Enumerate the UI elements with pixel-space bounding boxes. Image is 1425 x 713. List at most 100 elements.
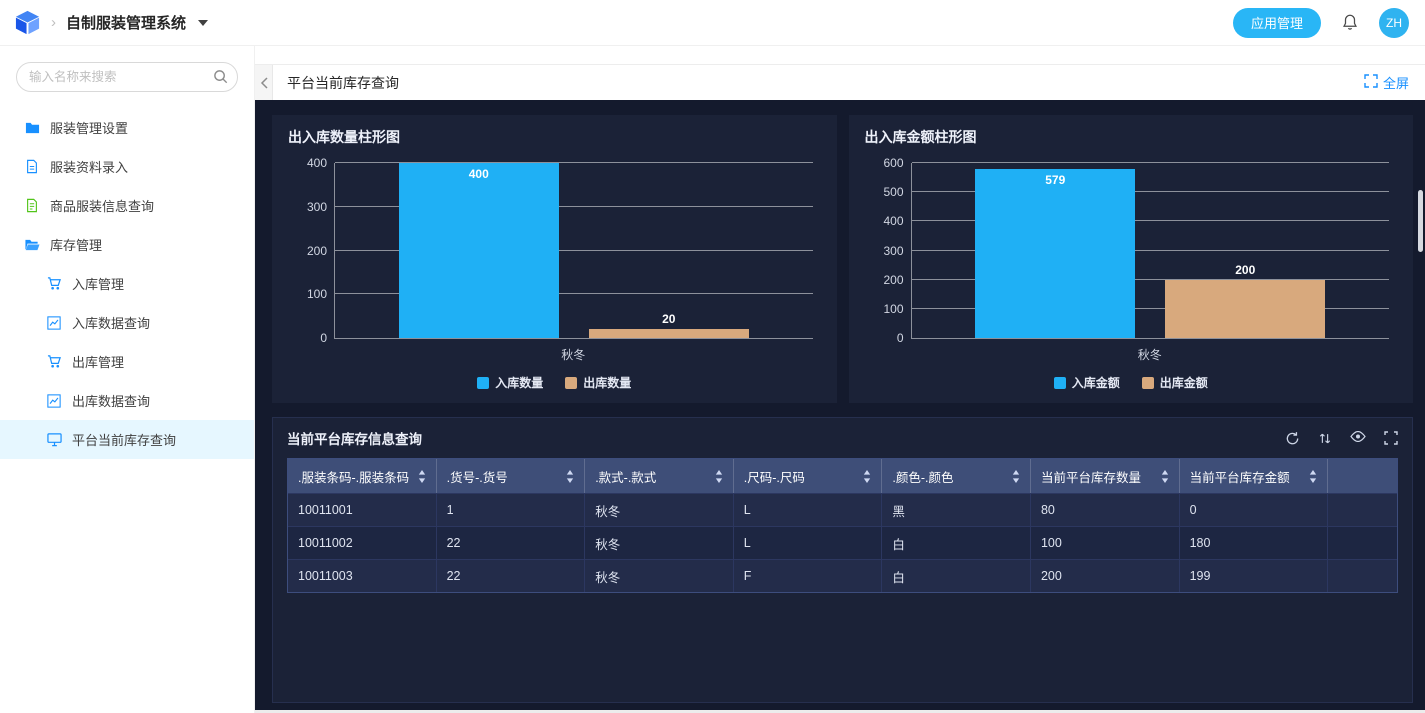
bottom-scrollbar-track [255, 710, 1425, 713]
search-input[interactable] [16, 62, 238, 92]
chart-panel: 出入库数量柱形图 0 100 200 300 400 400 20 秋冬 入库数量 出库数量 [272, 115, 837, 403]
table-cell: 1 [437, 494, 586, 526]
avatar[interactable]: ZH [1379, 7, 1409, 38]
sidebar-item[interactable]: 商品服装信息查询 [0, 186, 254, 225]
sidebar-item[interactable]: 入库管理 [0, 264, 254, 303]
y-axis-tick-label: 400 [883, 214, 904, 229]
chart-title: 出入库金额柱形图 [864, 129, 977, 145]
legend-label: 出库金额 [1159, 376, 1208, 390]
sidebar-item-label: 入库管理 [72, 277, 125, 292]
column-header[interactable]: .服装条码-.服装条码 [288, 459, 437, 493]
legend-item[interactable]: 出库数量 [565, 374, 631, 391]
table-cell: 100 [1031, 527, 1180, 559]
cart-icon [46, 276, 62, 291]
column-header[interactable]: 当前平台库存数量 [1031, 459, 1180, 493]
y-axis-tick-label: 200 [306, 243, 327, 258]
gridline [911, 307, 1389, 309]
table-panel-header: 当前平台库存信息查询 [287, 428, 1398, 448]
column-header[interactable]: .尺码-.尺码 [734, 459, 883, 493]
y-axis-tick-label: 200 [883, 272, 904, 287]
app-manage-button[interactable]: 应用管理 [1232, 7, 1321, 38]
column-header-label: .货号-.货号 [446, 470, 508, 485]
legend-item[interactable]: 出库金额 [1141, 374, 1208, 391]
bar-group: 579 200 [912, 163, 1390, 338]
sidebar-item-label: 库存管理 [50, 238, 103, 253]
table-header-row: .服装条码-.服装条码 .货号-.货号 .款式-.款式 .尺码-.尺码 .颜色-.颜色 当… [288, 459, 1397, 493]
sidebar-item[interactable]: 服装资料录入 [0, 147, 254, 186]
table-cell: 10011003 [288, 560, 437, 592]
table-cell: 秋冬 [585, 560, 734, 592]
search-icon[interactable] [213, 69, 228, 89]
y-axis-tick-label: 100 [883, 301, 904, 316]
column-header[interactable]: .货号-.货号 [437, 459, 586, 493]
table-cell: 黑 [882, 494, 1031, 526]
table-cell-filler [1328, 494, 1397, 526]
table-row[interactable]: 10011003 22 秋冬 F 白 200 199 [288, 559, 1397, 592]
caret-down-icon[interactable] [198, 19, 209, 26]
column-header[interactable]: .颜色-.颜色 [882, 459, 1031, 493]
chart-legend: 入库金额 出库金额 [865, 374, 1398, 391]
y-axis-tick-label: 500 [883, 185, 904, 200]
table-cell: 200 [1031, 560, 1180, 592]
sidebar-item-label: 服装资料录入 [50, 160, 129, 175]
bell-icon[interactable] [1341, 13, 1359, 32]
chart-title: 出入库数量柱形图 [288, 129, 400, 145]
column-sort-icon [418, 469, 426, 483]
table-cell-filler [1328, 527, 1397, 559]
app-logo-icon[interactable] [14, 9, 41, 36]
column-header[interactable]: 当前平台库存金额 [1180, 459, 1329, 493]
sidebar-item-label: 平台当前库存查询 [72, 433, 177, 448]
file-icon [24, 159, 40, 174]
sidebar-item[interactable]: 入库数据查询 [0, 303, 254, 342]
main-area: 平台当前库存查询 全屏 出入库数量柱形图 0 100 200 300 400 400 20 秋冬… [255, 46, 1425, 713]
table-row[interactable]: 10011002 22 秋冬 L 白 100 180 [288, 526, 1397, 559]
sidebar-item[interactable]: 出库数据查询 [0, 381, 254, 420]
gridline [335, 249, 813, 251]
x-axis-category-label: 秋冬 [561, 348, 586, 362]
y-axis-tick-label: 400 [306, 156, 327, 170]
page-content: 出入库数量柱形图 0 100 200 300 400 400 20 秋冬 入库数量 出库数量 出入库金… [255, 100, 1425, 713]
scrollbar-thumb[interactable] [1418, 190, 1423, 252]
eye-icon[interactable] [1350, 430, 1366, 446]
table-cell: L [734, 494, 883, 526]
gridline [335, 205, 813, 207]
table-panel: 当前平台库存信息查询 .服装条码-.服装条码 .货号-.货号 .款式-.款式 .尺码-… [272, 417, 1413, 703]
expand-icon[interactable] [1384, 430, 1398, 446]
table-cell-filler [1328, 560, 1397, 592]
gridline [911, 162, 1389, 163]
refresh-icon[interactable] [1285, 431, 1300, 446]
column-header[interactable]: .款式-.款式 [585, 459, 734, 493]
back-button[interactable] [255, 65, 273, 100]
bar-value-label: 400 [468, 167, 489, 181]
sidebar-item[interactable]: 出库管理 [0, 342, 254, 381]
legend-item[interactable]: 入库金额 [1053, 374, 1120, 391]
table-row[interactable]: 10011001 1 秋冬 L 黑 80 0 [288, 493, 1397, 526]
column-sort-icon [715, 469, 723, 483]
legend-item[interactable]: 入库数量 [477, 374, 543, 391]
chart-body: 0 100 200 300 400 500 600 579 200 秋冬 入库金额 出库金额 [865, 147, 1398, 395]
chart-plot: 0 100 200 300 400 500 600 579 200 [883, 156, 1390, 345]
sidebar-item[interactable]: 平台当前库存查询 [0, 420, 254, 459]
legend-label: 入库金额 [1071, 376, 1120, 390]
sidebar-item[interactable]: 库存管理 [0, 225, 254, 264]
gridline [911, 278, 1389, 280]
sidebar-search [16, 62, 238, 92]
y-axis-tick-label: 600 [883, 156, 904, 170]
cart-icon [46, 354, 62, 369]
fullscreen-button[interactable]: 全屏 [1364, 73, 1409, 92]
table-cell: 22 [437, 560, 586, 592]
table-cell: 22 [437, 527, 586, 559]
chart-icon [46, 315, 62, 330]
bar: 20 [588, 312, 749, 338]
sort-icon[interactable] [1318, 431, 1332, 446]
sidebar-item[interactable]: 服装管理设置 [0, 108, 254, 147]
monitor-icon [46, 432, 62, 447]
table-cell: 白 [882, 527, 1031, 559]
sidebar-menu: 服装管理设置服装资料录入商品服装信息查询库存管理入库管理入库数据查询 出库管理 出库… [0, 108, 254, 459]
bar-value-label: 200 [1235, 262, 1256, 277]
app-title[interactable]: 自制服装管理系统 [66, 15, 187, 32]
table-cell: 秋冬 [585, 527, 734, 559]
bar: 400 [398, 163, 559, 338]
chart-body: 0 100 200 300 400 400 20 秋冬 入库数量 出库数量 [288, 147, 821, 395]
column-header-label: 当前平台库存金额 [1189, 470, 1290, 485]
